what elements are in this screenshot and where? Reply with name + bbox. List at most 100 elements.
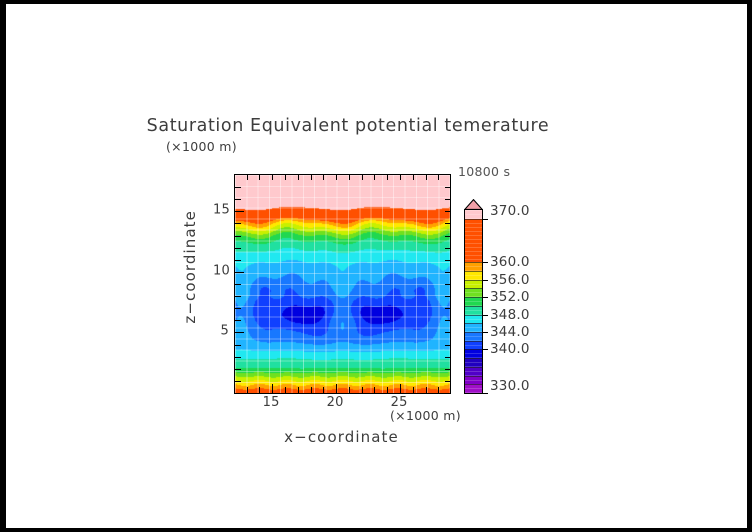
colorbar-band-texture — [465, 323, 482, 332]
tick-mark — [235, 284, 241, 285]
colorbar-band — [465, 210, 482, 219]
colorbar-band-texture — [465, 218, 482, 263]
colorbar-tick-mark — [483, 314, 488, 316]
colorbar-band — [465, 305, 482, 315]
colorbar-band — [465, 323, 482, 332]
x-axis-title: x−coordinate — [284, 428, 399, 446]
tick-mark — [336, 384, 337, 393]
colorbar-band-texture — [465, 358, 482, 367]
tick-mark — [247, 175, 248, 180]
tick-mark — [374, 387, 375, 393]
colorbar-band — [465, 340, 482, 350]
colorbar-tick-mark — [483, 279, 488, 281]
colorbar-band-separator — [465, 332, 482, 333]
tick-mark — [272, 384, 273, 393]
tick-mark — [445, 345, 450, 346]
tick-mark — [235, 187, 241, 188]
tick-mark — [235, 381, 241, 382]
tick-mark — [445, 236, 450, 237]
colorbar-band-separator — [465, 358, 482, 360]
tick-mark — [298, 175, 299, 180]
tick-mark — [259, 175, 260, 180]
colorbar-label: 370.0 — [490, 203, 530, 219]
tick-mark — [445, 284, 450, 285]
colorbar-label: 348.0 — [490, 306, 530, 323]
colorbar-band-separator — [465, 279, 482, 281]
tick-mark — [445, 248, 450, 249]
colorbar-band-texture — [465, 305, 482, 315]
colorbar-band-texture — [465, 375, 482, 385]
tick-mark — [445, 187, 450, 188]
colorbar-tick-mark — [483, 262, 488, 264]
y-tick-label: 10 — [213, 263, 230, 279]
x-tick-label: 20 — [326, 395, 344, 410]
tick-mark — [400, 175, 401, 180]
tick-mark — [362, 387, 363, 393]
colorbar-band-texture — [465, 271, 482, 280]
tick-mark — [235, 260, 241, 261]
figure-canvas: Saturation Equivalent potential temeratu… — [6, 4, 747, 528]
colorbar-bands — [464, 209, 483, 394]
colorbar-tick-mark — [483, 218, 488, 220]
tick-mark — [438, 175, 439, 180]
colorbar-band-separator — [465, 262, 482, 264]
colorbar-band-texture — [465, 288, 482, 298]
tick-mark — [235, 369, 241, 370]
y-tick-label: 15 — [213, 202, 230, 218]
tick-mark — [323, 175, 324, 180]
contour-field — [235, 175, 450, 393]
colorbar-band-texture — [465, 349, 482, 359]
tick-mark — [438, 387, 439, 393]
x-tick-label: 15 — [262, 395, 280, 410]
colorbar-band-texture — [465, 279, 482, 289]
tick-mark — [445, 272, 450, 273]
tick-mark — [413, 175, 414, 180]
colorbar-tick-mark — [483, 349, 488, 351]
tick-mark — [311, 175, 312, 180]
tick-mark — [445, 296, 450, 297]
colorbar-band — [465, 271, 482, 280]
tick-mark — [311, 387, 312, 393]
contour-plot-area — [234, 174, 451, 394]
colorbar-band-separator — [465, 305, 482, 307]
tick-mark — [285, 387, 286, 393]
tick-mark — [336, 175, 337, 180]
tick-mark — [445, 223, 450, 224]
tick-mark — [235, 345, 241, 346]
colorbar-band — [465, 332, 482, 341]
tick-mark — [400, 384, 401, 393]
tick-mark — [235, 296, 241, 297]
title-unit-label: (×1000 m) — [166, 139, 237, 154]
y-axis-title: z−coordinate — [181, 210, 199, 324]
colorbar-label: 352.0 — [490, 289, 530, 306]
tick-mark — [445, 211, 450, 212]
tick-mark — [387, 175, 388, 180]
colorbar-band-separator — [465, 375, 482, 377]
tick-mark — [445, 260, 450, 261]
colorbar-band — [465, 218, 482, 263]
tick-mark — [235, 308, 241, 309]
page-title: Saturation Equivalent potential temeratu… — [146, 116, 550, 136]
colorbar-band-texture — [465, 297, 482, 306]
colorbar-band — [465, 375, 482, 385]
colorbar-band-separator — [465, 340, 482, 342]
colorbar-band — [465, 358, 482, 367]
tick-mark — [235, 199, 241, 200]
colorbar-band — [465, 366, 482, 376]
tick-mark — [247, 387, 248, 393]
tick-mark — [374, 175, 375, 180]
tick-mark — [235, 332, 244, 333]
colorbar-band-separator — [465, 314, 482, 316]
colorbar-band-separator — [465, 366, 482, 368]
tick-mark — [235, 272, 244, 273]
colorbar-band-texture — [465, 314, 482, 324]
colorbar-label: 340.0 — [490, 341, 530, 358]
colorbar-band — [465, 288, 482, 298]
tick-mark — [426, 175, 427, 180]
tick-mark — [349, 175, 350, 180]
colorbar-band — [465, 384, 482, 393]
colorbar-band — [465, 297, 482, 306]
tick-mark — [235, 211, 244, 212]
tick-mark — [235, 236, 241, 237]
